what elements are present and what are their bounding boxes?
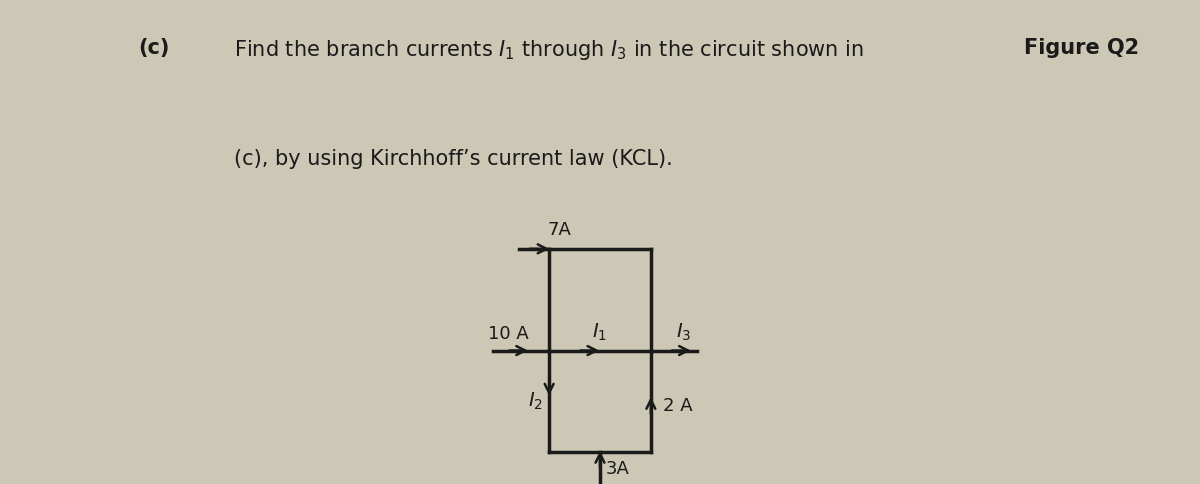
- Text: 7A: 7A: [547, 221, 571, 239]
- Text: 3A: 3A: [606, 460, 630, 478]
- Text: $I_3$: $I_3$: [676, 322, 691, 344]
- Text: $I_1$: $I_1$: [593, 322, 607, 344]
- Text: 10 A: 10 A: [488, 325, 529, 344]
- Text: Figure Q2: Figure Q2: [1024, 39, 1139, 59]
- Text: Find the branch currents $I_1$ through $I_3$ in the circuit shown in: Find the branch currents $I_1$ through $…: [234, 39, 865, 62]
- Text: 2 A: 2 A: [664, 397, 692, 415]
- Text: (c), by using Kirchhoff’s current law (KCL).: (c), by using Kirchhoff’s current law (K…: [234, 149, 673, 169]
- Text: (c): (c): [138, 39, 169, 59]
- Text: $I_2$: $I_2$: [528, 391, 544, 412]
